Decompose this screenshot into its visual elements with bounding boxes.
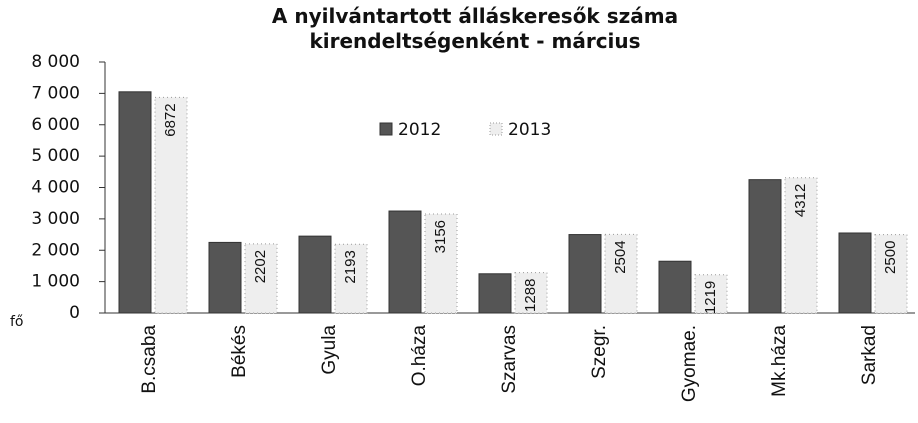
bar <box>424 213 458 314</box>
bar <box>514 272 548 314</box>
legend-label: 2013 <box>508 120 551 140</box>
value-label: 1288 <box>522 279 539 312</box>
x-tick-label: O.háza <box>409 325 430 387</box>
value-label: 2500 <box>882 241 899 274</box>
y-tick-label: 3 000 <box>31 209 80 229</box>
bar <box>694 274 728 314</box>
bar <box>748 179 782 314</box>
bar <box>388 210 422 314</box>
bar <box>784 177 818 314</box>
x-tick-label: Mk.háza <box>769 325 790 397</box>
y-axis-label: fő <box>10 314 24 330</box>
y-tick-label: 6 000 <box>31 115 80 135</box>
bar <box>478 273 512 314</box>
bar <box>658 260 692 314</box>
bar <box>874 234 908 314</box>
chart-title: A nyilvántartott álláskeresők száma kire… <box>271 4 679 53</box>
value-label: 2202 <box>252 250 269 283</box>
y-tick-label: 8 000 <box>31 52 80 72</box>
bar <box>208 241 242 314</box>
value-label: 2504 <box>612 240 629 273</box>
legend-label: 2012 <box>398 120 441 140</box>
value-label: 4312 <box>792 184 809 217</box>
bar <box>118 91 152 314</box>
bar <box>244 243 278 314</box>
x-tick-label: Sarkad <box>859 325 880 385</box>
y-tick-label: 5 000 <box>31 146 80 166</box>
value-label: 3156 <box>432 220 449 253</box>
bar <box>334 243 368 314</box>
x-tick-label: Szarvas <box>499 325 520 394</box>
x-tick-label: Gyomae. <box>679 325 700 402</box>
y-tick-label: 0 <box>69 303 80 323</box>
bar <box>298 235 332 314</box>
y-tick-label: 4 000 <box>31 178 80 198</box>
value-label: 1219 <box>702 281 719 314</box>
legend-swatch <box>379 122 393 136</box>
x-tick-label: Gyula <box>319 325 340 375</box>
y-tick-label: 1 000 <box>31 272 80 292</box>
x-tick-label: B.csaba <box>139 325 160 394</box>
legend-swatch <box>489 122 503 136</box>
x-tick-label: Szegr. <box>589 325 610 379</box>
bar <box>154 96 188 314</box>
bar <box>604 233 638 314</box>
bar <box>568 234 602 314</box>
y-tick-label: 2 000 <box>31 240 80 260</box>
value-label: 2193 <box>342 250 359 283</box>
bar <box>838 232 872 314</box>
value-label: 6872 <box>162 103 179 136</box>
x-tick-label: Békés <box>229 325 250 378</box>
y-tick-label: 7 000 <box>31 83 80 103</box>
